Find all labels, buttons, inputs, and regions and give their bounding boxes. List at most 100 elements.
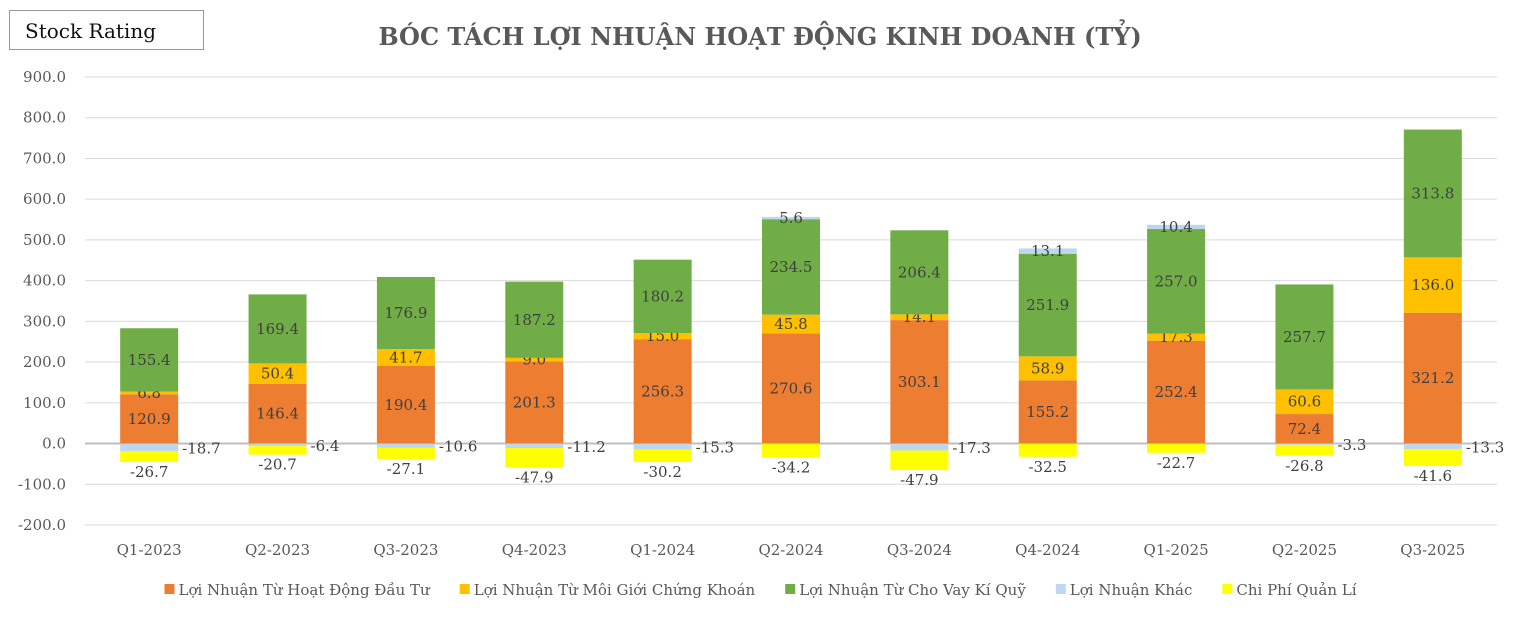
bar-segment [505,448,564,468]
legend-swatch [459,584,470,594]
data-label: -17.3 [952,439,990,457]
data-label: -41.6 [1414,467,1452,485]
bar-segment [248,443,307,447]
x-tick-label: Q1-2024 [630,541,695,559]
data-label: -27.1 [387,460,425,478]
bar-segment [248,363,307,384]
bar-segment [376,276,435,350]
bar-segment [248,383,307,444]
bar-segment [1403,312,1462,444]
data-label: -3.3 [1337,436,1366,454]
bar-segment [890,450,949,471]
legend-swatch [164,584,175,594]
legend-entry: Lợi Nhuận Từ Môi Giới Chứng Khoán [474,581,756,599]
data-label: -18.7 [182,439,220,457]
data-label: 155.2 [1026,403,1069,421]
bar-segment [1018,356,1077,381]
data-label: 72.4 [1288,420,1321,438]
data-label: 5.6 [779,209,803,227]
data-label: -30.2 [643,463,681,481]
data-label: -10.6 [439,438,477,456]
data-label: 201.3 [513,394,556,412]
bar-segment [1018,380,1077,444]
bar-segment [762,219,820,315]
data-label: 252.4 [1155,383,1198,401]
x-tick-label: Q1-2023 [117,541,182,559]
y-tick-label: -100.0 [18,475,66,493]
data-label: -13.3 [1466,438,1504,456]
data-label: 13.1 [1031,242,1064,260]
x-tick-label: Q4-2023 [502,541,567,559]
bar-segment [633,443,692,450]
data-label: 146.4 [256,405,299,423]
stock-rating-label: Stock Rating [9,10,204,50]
data-label: -11.2 [567,438,605,456]
data-label: -26.8 [1285,457,1323,475]
bar-segment [890,230,949,315]
y-tick-label: 200.0 [23,353,66,371]
bar-segment [120,443,179,452]
bar-segment [1147,333,1206,341]
bar-segment [762,443,820,458]
bar-segment [890,314,949,321]
legend-entry: Lợi Nhuận Từ Hoạt Động Đầu Tư [178,581,431,599]
bar-segment [1275,444,1334,456]
data-label: 257.0 [1155,272,1198,290]
y-tick-label: -200.0 [18,516,66,534]
data-label: -6.4 [311,437,340,455]
bar-segment [1275,443,1334,445]
bar-segment [1403,443,1462,449]
data-label: 50.4 [261,365,294,383]
legend-entry: Chi Phí Quản Lí [1236,581,1356,599]
data-label: 120.9 [128,410,171,428]
chart-title: BÓC TÁCH LỢI NHUẬN HOẠT ĐỘNG KINH DOANH … [378,19,1141,51]
bar-segment [762,333,820,444]
bar-segment [120,328,179,392]
data-label: 257.7 [1283,328,1326,346]
data-label: -47.9 [900,471,938,489]
bar-segment [1147,224,1206,230]
data-label: 176.9 [384,304,427,322]
x-tick-label: Q2-2025 [1272,541,1337,559]
bar-segment [1147,229,1206,334]
bar-segment [633,333,692,340]
y-tick-label: 900.0 [23,68,66,86]
bar-segment [890,443,949,451]
data-label: -26.7 [130,463,168,481]
data-label: 169.4 [256,320,299,338]
data-label: 190.4 [384,396,427,414]
y-tick-label: 0.0 [42,435,66,453]
data-label: 251.9 [1026,296,1069,314]
bar-segment [248,294,307,364]
data-label: 155.4 [128,351,171,369]
data-label: -15.3 [696,439,734,457]
x-tick-label: Q2-2024 [758,541,823,559]
bar-segment [1275,414,1334,444]
x-tick-label: Q2-2023 [245,541,310,559]
bar-segment [633,259,692,334]
data-label: 187.2 [513,311,556,329]
data-label: -22.7 [1157,454,1195,472]
data-label: 41.7 [389,349,422,367]
data-label: 180.2 [641,287,684,305]
legend-swatch [1222,584,1233,594]
bar-segment [376,349,435,367]
data-label: -20.7 [258,456,296,474]
bar-segment [120,394,179,444]
bar-segment [1403,129,1462,258]
bar-segment [120,391,179,395]
bar-segment [505,281,564,358]
bar-segment [890,320,949,444]
x-tick-label: Q3-2025 [1400,541,1465,559]
x-tick-label: Q3-2024 [887,541,952,559]
bar-segment [505,357,564,362]
y-tick-label: 600.0 [23,190,66,208]
bar-segment [633,339,692,444]
legend-entry: Lợi Nhuận Khác [1070,581,1193,599]
data-label: 234.5 [770,258,813,276]
bar-segment [505,361,564,444]
bar-segment [1275,284,1334,390]
x-tick-label: Q3-2023 [373,541,438,559]
data-label: -34.2 [772,458,810,476]
